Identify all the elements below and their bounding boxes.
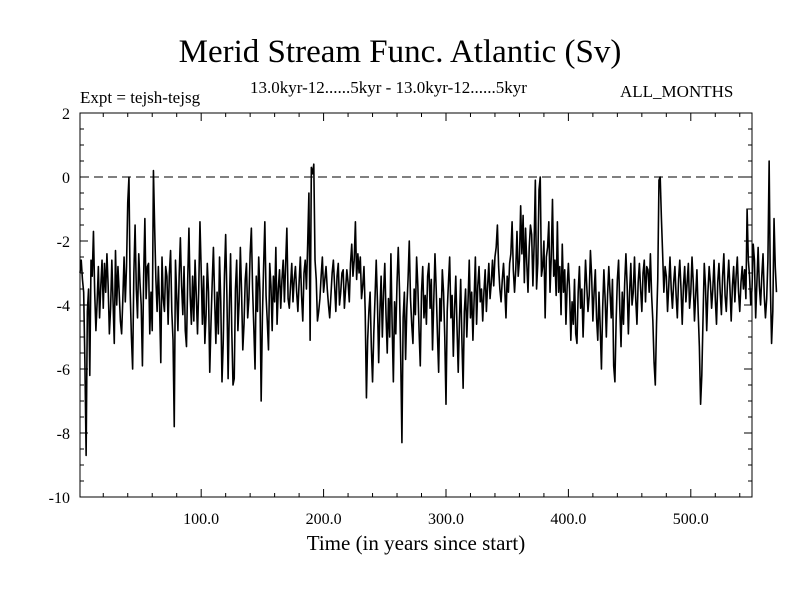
x-tick-label: 400.0 [550,511,586,528]
data-series-line [79,160,778,457]
x-tick-label: 300.0 [428,511,464,528]
y-tick-label: -10 [49,490,70,507]
x-tick-label: 200.0 [306,511,342,528]
experiment-label: Expt = tejsh-tejsg [80,88,201,107]
chart-title: Merid Stream Func. Atlantic (Sv) [178,34,622,70]
x-tick-label: 100.0 [183,511,219,528]
y-tick-label: 0 [62,170,70,187]
x-tick-label: 500.0 [673,511,709,528]
y-tick-label: -2 [57,234,70,251]
chart-subtitle: 13.0kyr-12......5kyr - 13.0kyr-12......5… [250,78,527,97]
y-tick-label: -6 [57,362,70,379]
y-tick-label: -8 [57,426,70,443]
x-axis-label: Time (in years since start) [307,531,526,555]
y-tick-label: -4 [57,298,70,315]
months-label: ALL_MONTHS [620,82,734,101]
y-tick-label: 2 [62,106,70,123]
